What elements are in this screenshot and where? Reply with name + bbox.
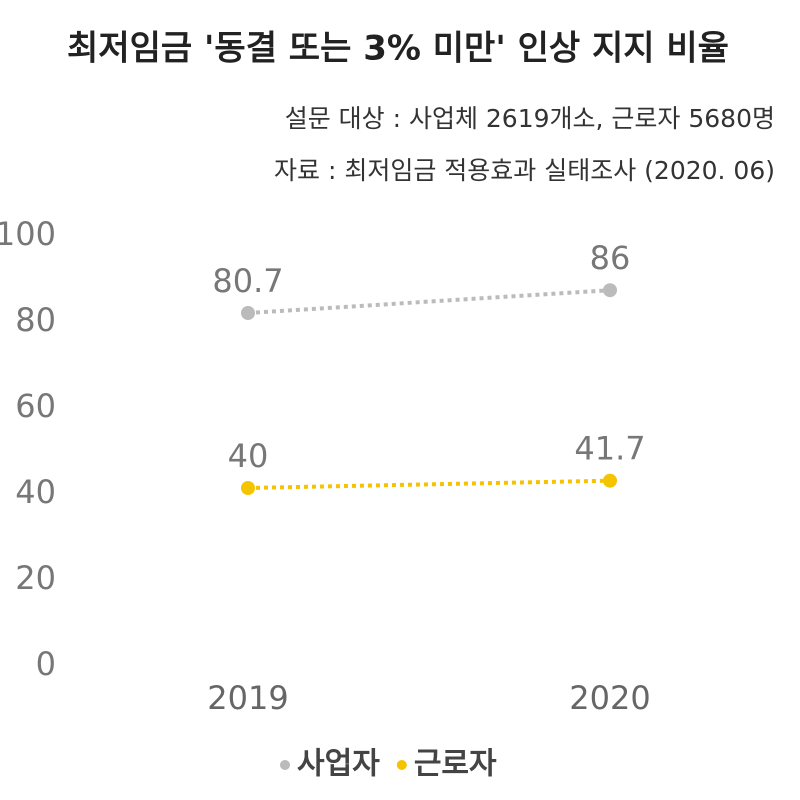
data-label: 41.7 — [574, 430, 645, 468]
series-line — [247, 288, 611, 315]
legend-label: 사업자 — [297, 747, 380, 782]
y-tick-label: 40 — [15, 473, 56, 511]
data-point — [603, 283, 617, 298]
legend-label: 근로자 — [414, 747, 497, 782]
y-tick-label: 0 — [36, 645, 56, 683]
y-tick-label: 60 — [15, 387, 56, 425]
legend-marker — [396, 760, 407, 770]
data-point — [241, 305, 255, 320]
data-label: 40 — [228, 437, 269, 475]
data-label: 86 — [590, 239, 631, 277]
y-tick-label: 100 — [0, 215, 56, 253]
data-point — [241, 481, 255, 495]
data-label: 80.7 — [212, 262, 283, 300]
source: 자료 : 최저임금 적용효과 실태조사 (2020. 06) — [274, 156, 775, 185]
x-tick-label: 2019 — [207, 679, 288, 717]
legend-marker — [280, 760, 290, 770]
data-point — [603, 473, 617, 488]
subtitle: 설문 대상 : 사업체 2619개소, 근로자 5680명 — [285, 104, 775, 133]
chart-title: 최저임금 '동결 또는 3% 미만' 인상 지지 비율 — [67, 29, 729, 69]
series-line — [247, 478, 611, 490]
y-tick-label: 80 — [15, 301, 56, 339]
x-tick-label: 2020 — [569, 679, 650, 717]
y-tick-label: 20 — [15, 559, 56, 597]
